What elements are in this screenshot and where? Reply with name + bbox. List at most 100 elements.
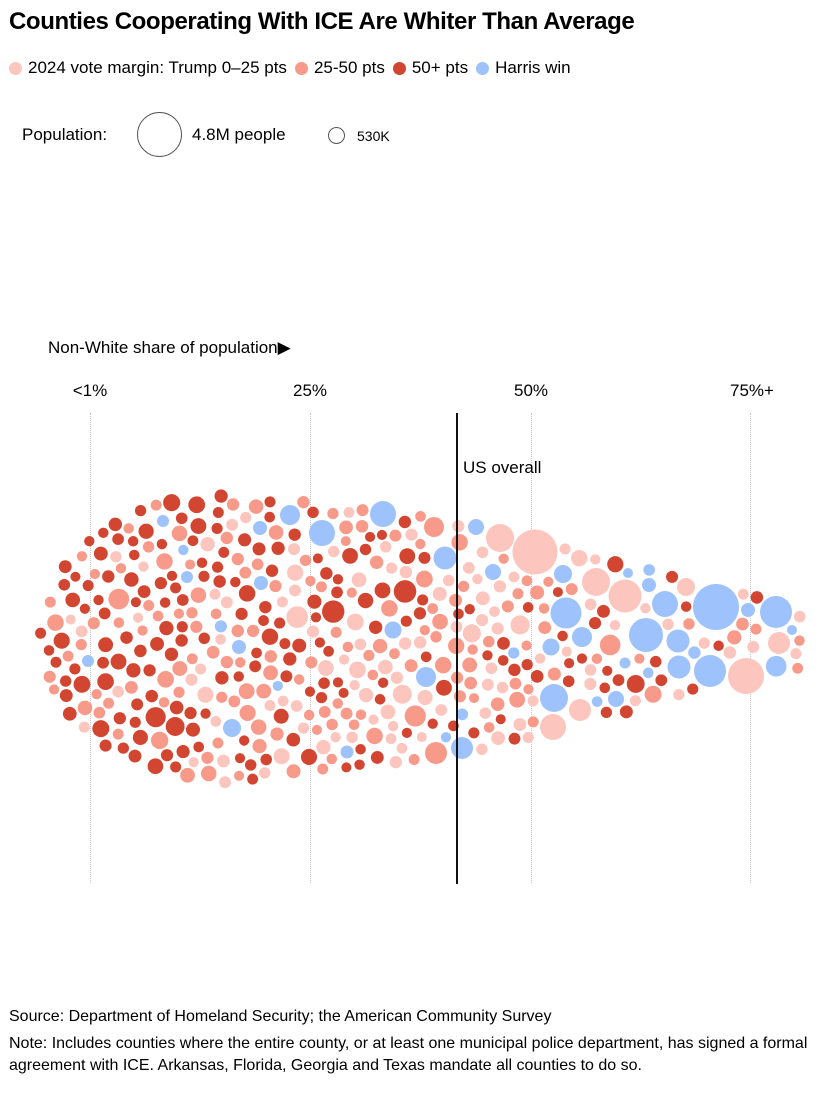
county-bubble	[521, 658, 533, 671]
chart-title: Counties Cooperating With ICE Are Whiter…	[9, 8, 635, 35]
county-bubble	[198, 570, 210, 582]
county-bubble	[468, 519, 484, 535]
county-bubble	[416, 570, 433, 588]
county-bubble	[339, 520, 353, 535]
county-bubble	[569, 699, 591, 721]
county-bubble	[326, 718, 338, 731]
small-circle-icon	[328, 127, 345, 144]
county-bubble	[415, 510, 426, 522]
county-bubble	[378, 677, 389, 688]
county-bubble	[198, 632, 210, 645]
county-bubble	[283, 652, 297, 666]
county-bubble	[590, 554, 601, 565]
county-bubble	[413, 636, 427, 649]
county-bubble	[292, 638, 307, 653]
county-bubble	[200, 708, 211, 719]
county-bubble	[112, 685, 124, 698]
county-bubble	[482, 650, 493, 661]
county-bubble	[354, 759, 365, 770]
county-bubble	[363, 649, 375, 661]
county-bubble	[340, 536, 351, 547]
county-bubble	[323, 645, 334, 657]
county-bubble	[134, 644, 147, 658]
county-bubble	[401, 727, 413, 739]
county-bubble	[150, 636, 164, 651]
county-bubble	[509, 677, 522, 690]
county-bubble	[318, 660, 334, 676]
county-bubble	[385, 733, 397, 745]
county-bubble	[120, 631, 133, 644]
county-bubble	[108, 517, 123, 532]
swatch-icon	[9, 61, 22, 75]
county-bubble	[147, 758, 164, 775]
county-bubble	[274, 617, 286, 629]
county-bubble	[655, 674, 668, 687]
county-bubble	[415, 538, 426, 550]
county-bubble	[530, 669, 544, 683]
county-bubble	[47, 614, 64, 631]
county-bubble	[197, 686, 214, 703]
legend-item-harris-win: Harris win	[476, 58, 571, 78]
county-bubble	[683, 618, 695, 630]
legend-item-trump-25-50: 25-50 pts	[294, 58, 385, 78]
county-bubble	[723, 646, 737, 659]
county-bubble	[211, 561, 224, 573]
county-bubble	[607, 556, 624, 573]
county-bubble	[434, 656, 452, 674]
county-bubble	[280, 670, 293, 683]
county-bubble	[277, 695, 289, 707]
legend-item-trump-0-25: 2024 vote margin: Trump 0–25 pts	[9, 58, 287, 78]
county-bubble	[108, 588, 130, 610]
county-bubble	[137, 585, 151, 599]
county-bubble	[124, 572, 139, 587]
county-bubble	[331, 586, 343, 599]
county-bubble	[435, 704, 448, 716]
county-bubble	[479, 707, 491, 719]
county-bubble	[530, 585, 545, 600]
county-bubble	[542, 638, 560, 656]
county-bubble	[65, 614, 76, 625]
footnote: Note: Includes counties where the entire…	[9, 1035, 808, 1074]
county-bubble	[98, 637, 114, 653]
county-bubble	[787, 625, 797, 635]
county-bubble	[498, 553, 509, 564]
county-bubble	[127, 536, 139, 547]
county-bubble	[253, 521, 267, 535]
county-bubble	[113, 712, 126, 725]
county-bubble	[113, 617, 125, 629]
county-bubble	[440, 732, 452, 743]
county-bubble	[564, 658, 575, 669]
county-bubble	[576, 653, 588, 664]
county-bubble	[78, 721, 90, 733]
county-bubble	[476, 613, 489, 627]
county-bubble	[346, 613, 364, 631]
swatch-icon	[294, 61, 308, 75]
county-bubble	[342, 641, 354, 653]
county-bubble	[264, 650, 278, 663]
county-bubble	[98, 527, 109, 539]
county-bubble	[184, 706, 197, 720]
county-bubble	[327, 545, 340, 558]
county-bubble	[442, 574, 455, 587]
county-bubble	[338, 654, 350, 665]
county-bubble	[694, 655, 726, 687]
county-bubble	[387, 720, 399, 732]
county-bubble	[623, 568, 633, 578]
county-bubble	[128, 549, 140, 561]
county-bubble	[485, 564, 501, 580]
county-bubble	[554, 565, 572, 583]
county-bubble	[268, 525, 284, 540]
county-bubble	[181, 571, 193, 583]
county-bubble	[405, 528, 418, 541]
county-bubble	[385, 562, 398, 574]
county-bubble	[354, 638, 367, 651]
county-bubble	[368, 620, 383, 634]
county-bubble	[93, 706, 106, 719]
county-bubble	[238, 533, 252, 547]
county-bubble	[159, 597, 171, 608]
county-bubble	[289, 584, 301, 597]
county-bubble	[293, 674, 305, 685]
county-bubble	[215, 634, 226, 645]
county-bubble	[468, 727, 480, 739]
county-bubble	[513, 718, 527, 731]
